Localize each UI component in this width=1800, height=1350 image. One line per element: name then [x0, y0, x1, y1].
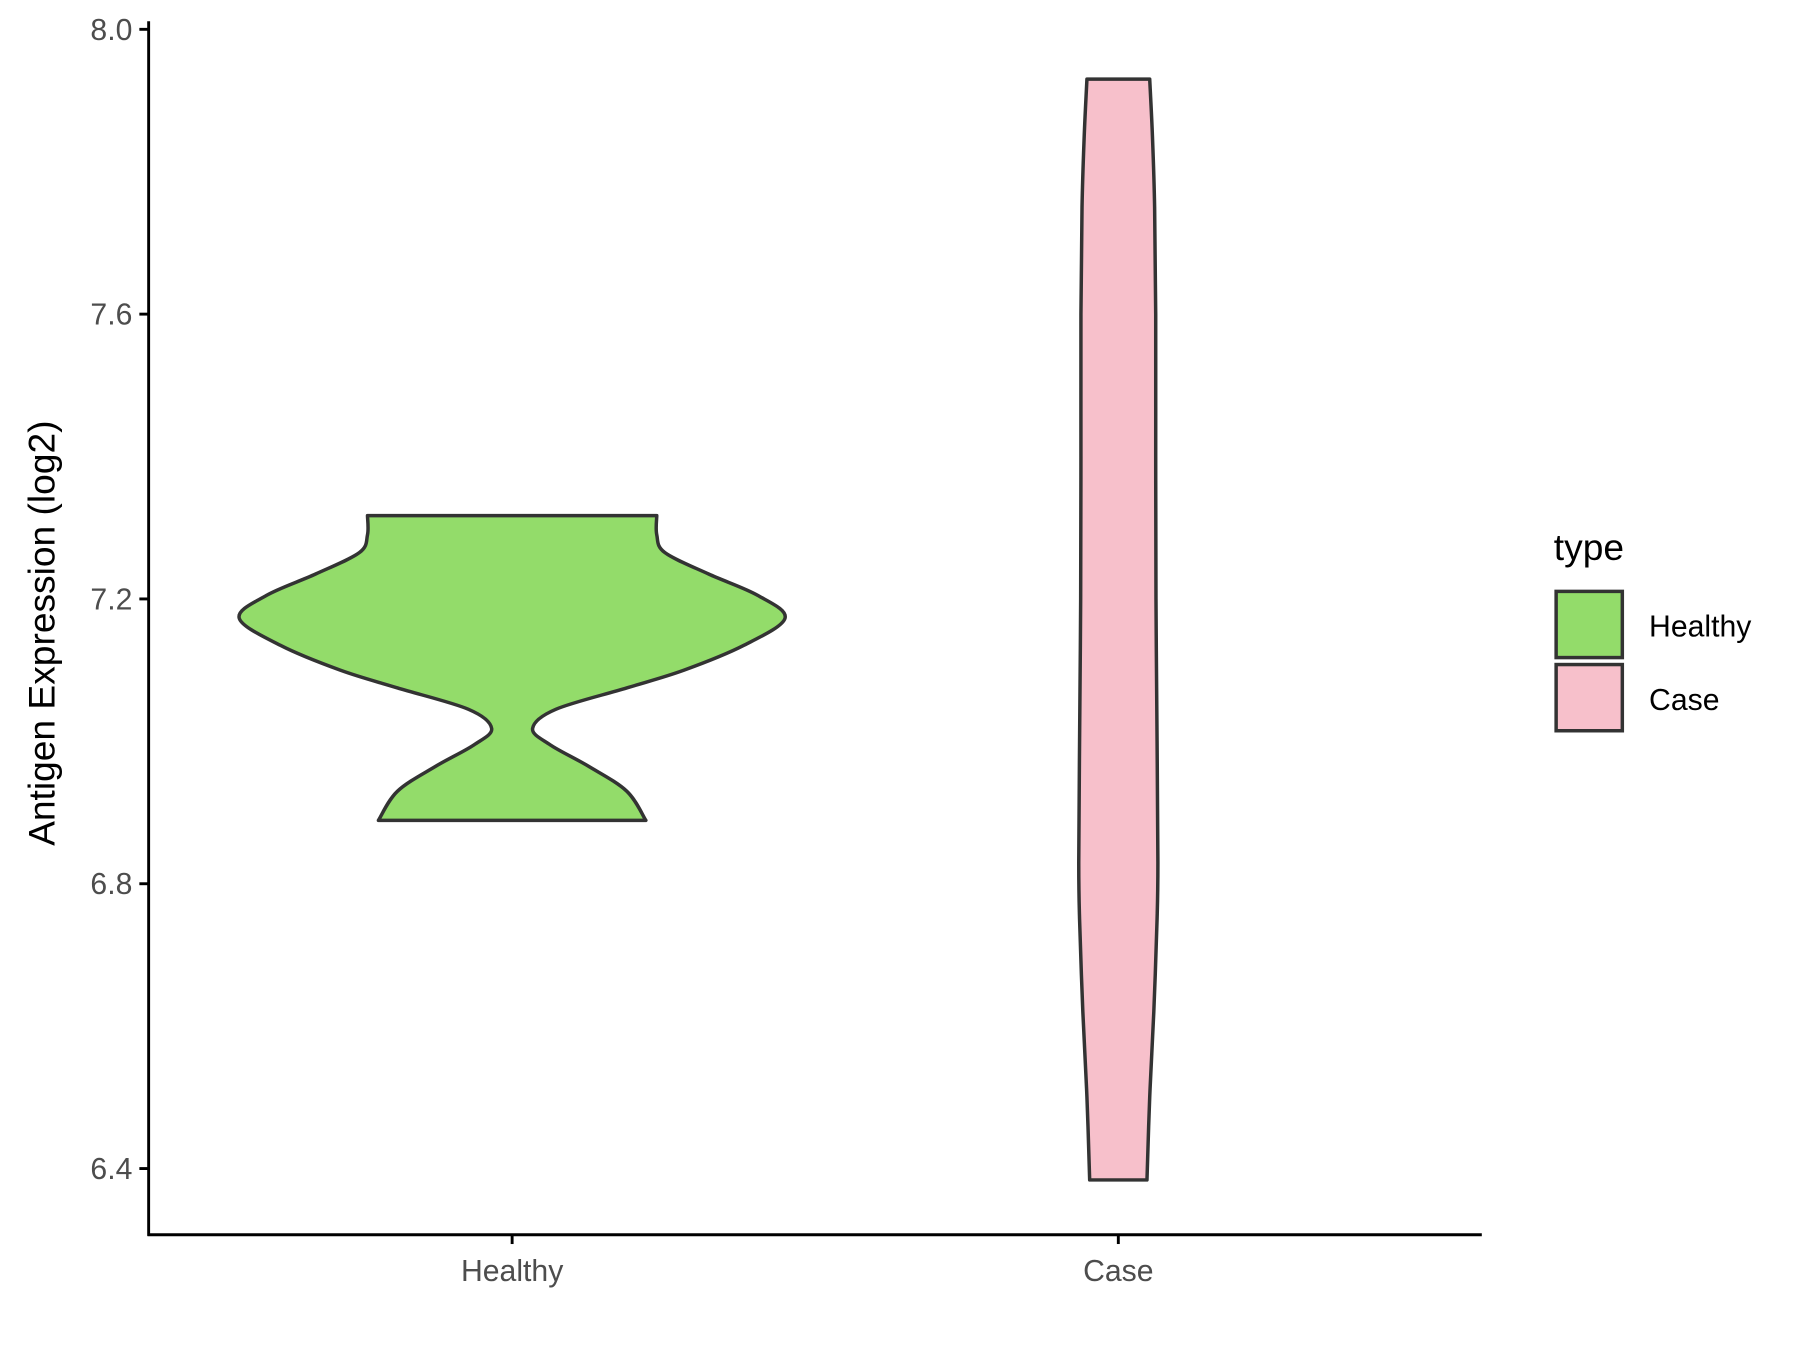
x-ticks: Healthy Case: [461, 1234, 1154, 1288]
violins: [237, 77, 1160, 1182]
legend-title: type: [1554, 526, 1624, 568]
x-tick-label-case: Case: [1083, 1255, 1153, 1288]
y-axis-title: Antigen Expression (log2): [21, 420, 63, 845]
legend-label-case: Case: [1649, 684, 1719, 717]
legend-label-healthy: Healthy: [1649, 611, 1752, 644]
legend-key-healthy: [1554, 589, 1625, 660]
y-tick-label: 8.0: [90, 14, 132, 47]
y-tick-label: 6.8: [90, 868, 132, 901]
legend: type Healthy Case: [1554, 526, 1752, 733]
y-tick-label: 7.6: [90, 299, 132, 332]
legend-key-case: [1554, 662, 1625, 733]
x-tick-label-healthy: Healthy: [461, 1255, 564, 1288]
violin-case: [1077, 77, 1160, 1182]
y-ticks: 6.4 6.8 7.2 7.6 8.0: [90, 14, 149, 1186]
y-tick-label: 7.2: [90, 583, 132, 616]
violin-healthy: [237, 513, 787, 823]
y-tick-label: 6.4: [90, 1153, 132, 1186]
